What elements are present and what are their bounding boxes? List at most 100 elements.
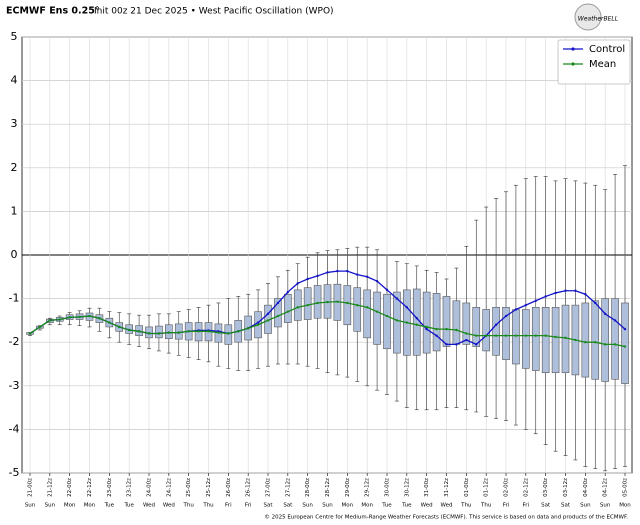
y-tick-label: 4 xyxy=(11,74,18,87)
series-point xyxy=(415,323,418,326)
series-point xyxy=(276,301,280,305)
box xyxy=(363,289,371,339)
weekday-label: Mon xyxy=(342,503,354,509)
box xyxy=(452,300,461,345)
series-point xyxy=(534,334,537,337)
series-point xyxy=(445,343,448,346)
series-point xyxy=(58,318,61,321)
series-point xyxy=(346,269,349,273)
box xyxy=(432,293,441,352)
x-tick-label: 28-00z xyxy=(305,478,311,497)
box-plot xyxy=(284,269,292,365)
box xyxy=(442,296,451,347)
series-point xyxy=(504,334,508,337)
series-point xyxy=(356,273,359,276)
series-point xyxy=(266,319,270,322)
series-point xyxy=(514,308,518,311)
legend-label: Mean xyxy=(589,59,616,70)
box xyxy=(353,287,362,332)
series-point xyxy=(256,323,260,326)
weekday-label: Sat xyxy=(283,503,293,509)
x-tick-label: 29-00z xyxy=(345,478,351,497)
series-point xyxy=(395,297,399,300)
box-plot xyxy=(472,219,481,413)
box-plot xyxy=(432,272,441,411)
weekday-label: Sat xyxy=(263,503,273,509)
weekday-label: Mon xyxy=(361,503,373,509)
series-point xyxy=(603,343,607,346)
legend-marker xyxy=(571,47,575,51)
series-point xyxy=(494,334,498,337)
box xyxy=(284,293,292,323)
series-point xyxy=(584,293,587,296)
series-point xyxy=(425,325,428,329)
series-point xyxy=(326,271,329,274)
box-plot xyxy=(551,180,560,452)
box xyxy=(591,300,600,380)
y-tick-label: 1 xyxy=(11,204,18,217)
series-point xyxy=(554,335,557,339)
x-tick-label: 01-00z xyxy=(464,478,470,497)
box-plot xyxy=(581,182,590,467)
series-point xyxy=(385,314,389,318)
x-tick-label: 03-00z xyxy=(543,478,549,497)
series-point xyxy=(425,327,428,331)
weekday-label: Fri xyxy=(225,503,232,509)
box-plot xyxy=(383,254,391,395)
box xyxy=(502,307,510,360)
series-point xyxy=(98,317,101,320)
weekday-label: Sun xyxy=(302,503,313,509)
series-point xyxy=(603,312,607,316)
box-plot xyxy=(422,269,431,411)
box-plot xyxy=(601,189,609,472)
series-point xyxy=(375,310,379,313)
series-point xyxy=(475,343,478,346)
series-point xyxy=(316,274,319,278)
series-point xyxy=(336,269,339,273)
weekday-label: Fri xyxy=(523,503,530,509)
box xyxy=(293,289,302,321)
box xyxy=(412,288,421,356)
series-point xyxy=(346,301,349,305)
x-tick-label: 02-12z xyxy=(523,478,529,497)
weekday-label: Mon xyxy=(84,503,96,509)
box-plot xyxy=(155,313,163,352)
x-tick-label: 28-12z xyxy=(325,478,331,497)
weekday-label: Wed xyxy=(143,503,155,509)
series-point xyxy=(405,306,409,309)
weekday-label: Mon xyxy=(619,503,631,509)
series-point xyxy=(455,343,458,346)
series-point xyxy=(68,316,71,319)
x-tick-label: 23-00z xyxy=(107,478,113,497)
footer: © 2025 European Centre for Medium-Range … xyxy=(264,514,628,521)
box xyxy=(522,309,530,369)
series-point xyxy=(306,303,309,307)
series-point xyxy=(524,303,528,307)
series-point xyxy=(286,310,290,313)
series-point xyxy=(613,319,617,322)
series-point xyxy=(177,331,180,334)
x-tick-label: 04-00z xyxy=(583,478,589,497)
weekday-label: Sat xyxy=(541,503,551,509)
series-point xyxy=(484,334,488,337)
series-point xyxy=(415,317,418,320)
box-plot xyxy=(462,245,471,411)
box xyxy=(462,302,471,345)
x-tick-label: 22-12z xyxy=(87,478,93,497)
series-point xyxy=(207,330,210,333)
box-plot xyxy=(591,184,600,469)
y-tick-label: -2 xyxy=(9,335,20,348)
box-plot xyxy=(393,261,401,402)
series-point xyxy=(445,327,448,331)
series-point xyxy=(306,277,309,281)
weekday-label: Sun xyxy=(45,503,56,509)
weekday-label: Thu xyxy=(460,503,471,509)
series-point xyxy=(127,328,131,332)
y-tick-label: 3 xyxy=(11,117,18,130)
weekday-label: Sun xyxy=(25,503,36,509)
box xyxy=(551,307,560,374)
x-tick-label: 21-12z xyxy=(47,478,53,497)
box-plot xyxy=(274,276,282,365)
weekday-label: Wed xyxy=(163,503,175,509)
